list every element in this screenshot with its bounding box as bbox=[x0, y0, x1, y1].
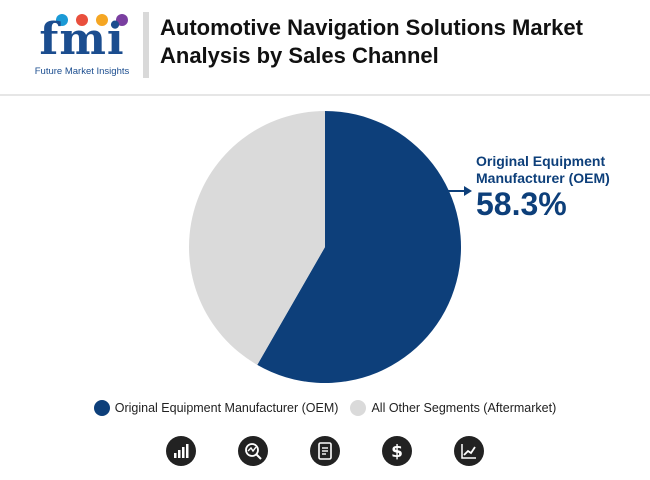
footer-icons: $ bbox=[0, 436, 650, 468]
legend-item-other: All Other Segments (Aftermarket) bbox=[350, 400, 556, 416]
bar-chart-icon bbox=[166, 436, 196, 466]
callout-arrow-head bbox=[464, 186, 472, 196]
chart-title: Automotive Navigation Solutions Market A… bbox=[160, 15, 583, 68]
svg-text:$: $ bbox=[391, 442, 403, 461]
callout-label: Original Equipment Manufacturer (OEM) bbox=[476, 153, 610, 186]
document-icon bbox=[310, 436, 340, 466]
logo-subtitle: Future Market Insights bbox=[34, 66, 130, 77]
legend-swatch-oem bbox=[93, 400, 110, 416]
dollar-icon: $ bbox=[382, 436, 412, 466]
pie-slice-oem bbox=[257, 111, 462, 383]
callout-value: 58.3% bbox=[476, 186, 567, 222]
legend-label-oem: Original Equipment Manufacturer (OEM) bbox=[114, 401, 339, 415]
pie-slice-other bbox=[189, 111, 325, 365]
line-chart-icon bbox=[454, 436, 484, 466]
legend-swatch-other bbox=[350, 400, 367, 416]
logo-dots bbox=[52, 12, 132, 28]
logo-text: fmi bbox=[39, 14, 125, 65]
header-divider bbox=[0, 94, 650, 96]
legend-item-oem: Original Equipment Manufacturer (OEM) bbox=[93, 400, 339, 416]
magnifier-chart-icon bbox=[238, 436, 268, 466]
legend-label-other: All Other Segments (Aftermarket) bbox=[371, 401, 557, 415]
legend: Original Equipment Manufacturer (OEM) Al… bbox=[0, 398, 650, 418]
pie-chart bbox=[189, 111, 472, 383]
title-divider bbox=[143, 12, 149, 78]
fmi-logo: fmi Future Market Insights bbox=[22, 12, 142, 78]
header: fmi Future Market Insights Automotive Na… bbox=[0, 0, 650, 96]
